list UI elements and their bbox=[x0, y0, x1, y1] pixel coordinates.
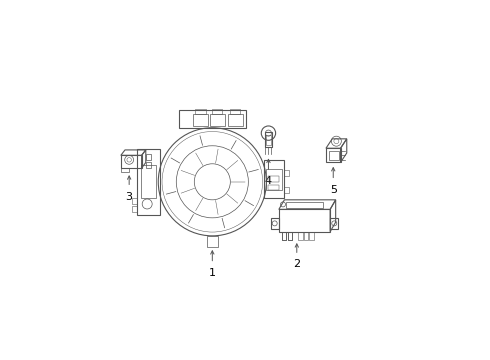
Bar bbox=[267, 169, 282, 190]
Bar bbox=[304, 232, 308, 240]
Bar bbox=[284, 187, 290, 193]
Bar bbox=[279, 210, 330, 232]
Bar bbox=[146, 162, 151, 168]
Bar bbox=[270, 218, 279, 229]
Text: 5: 5 bbox=[330, 185, 337, 194]
Bar bbox=[264, 159, 284, 198]
Bar bbox=[230, 109, 240, 114]
Bar bbox=[268, 176, 279, 182]
Text: 4: 4 bbox=[265, 176, 272, 186]
Bar bbox=[282, 232, 286, 240]
Bar bbox=[227, 114, 243, 126]
Bar bbox=[179, 110, 245, 128]
Bar bbox=[212, 109, 222, 114]
Bar bbox=[266, 135, 271, 145]
Bar bbox=[121, 168, 129, 172]
Bar bbox=[146, 154, 151, 159]
Bar bbox=[282, 232, 286, 240]
Bar bbox=[138, 149, 160, 215]
Bar bbox=[132, 206, 138, 212]
Bar bbox=[288, 232, 292, 240]
Bar bbox=[210, 114, 225, 126]
Bar bbox=[309, 232, 314, 240]
Bar bbox=[329, 151, 339, 159]
Bar bbox=[284, 170, 290, 176]
Bar bbox=[207, 237, 218, 247]
Bar bbox=[288, 232, 292, 240]
Text: 2: 2 bbox=[293, 260, 300, 269]
Bar bbox=[132, 198, 138, 204]
Bar bbox=[298, 232, 303, 240]
Bar bbox=[141, 165, 156, 198]
Bar bbox=[282, 232, 286, 240]
Bar bbox=[286, 202, 323, 208]
Bar bbox=[268, 185, 279, 190]
Bar bbox=[330, 218, 339, 229]
Bar bbox=[326, 148, 341, 162]
Text: 3: 3 bbox=[125, 192, 133, 202]
Bar bbox=[265, 132, 272, 147]
Bar bbox=[288, 232, 292, 240]
Bar bbox=[193, 114, 208, 126]
Text: 1: 1 bbox=[209, 268, 216, 278]
Bar bbox=[195, 109, 206, 114]
